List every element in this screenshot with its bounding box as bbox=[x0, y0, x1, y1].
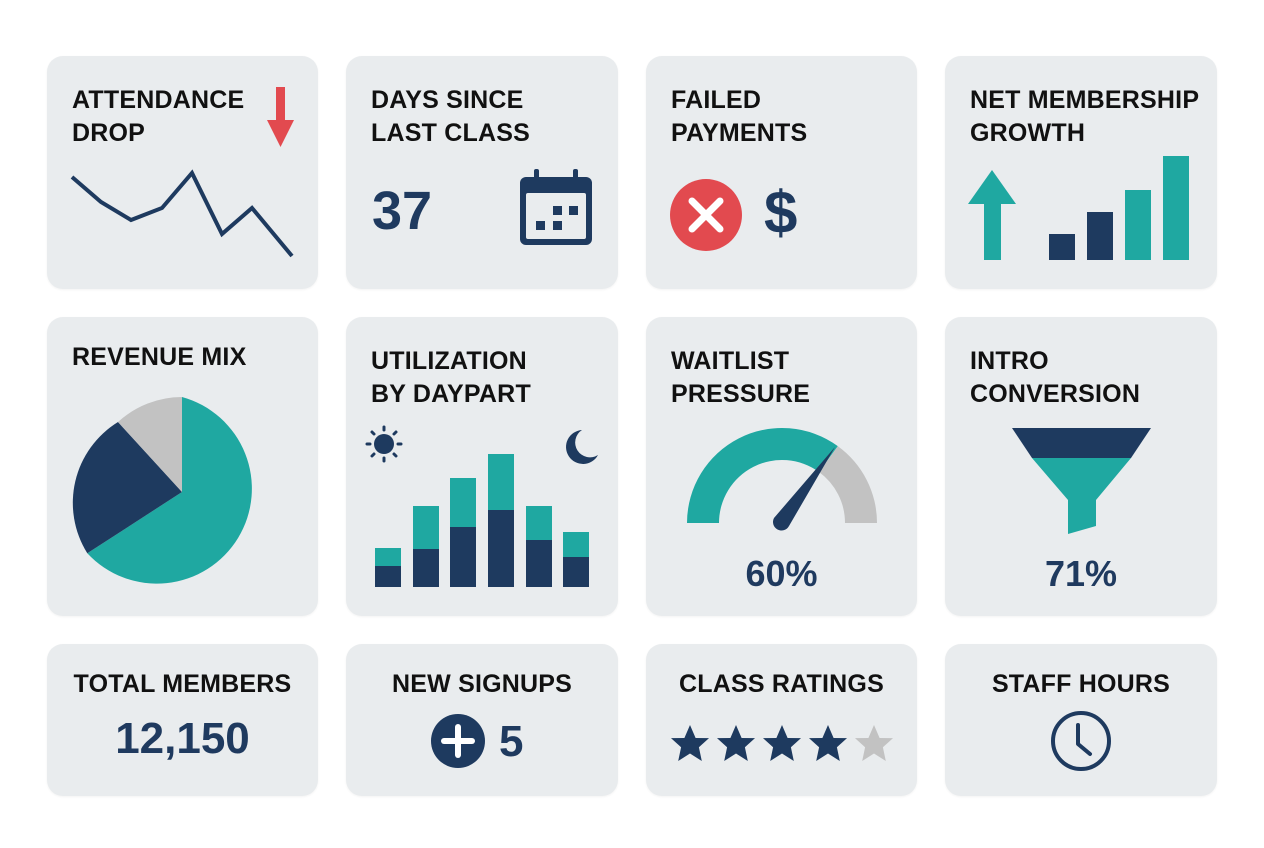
card-failed-payments: FAILED PAYMENTS $ bbox=[646, 56, 917, 289]
new-signups-value: 5 bbox=[499, 717, 524, 766]
card-title: NET MEMBERSHIP GROWTH bbox=[970, 86, 1200, 147]
dollar-icon: $ bbox=[764, 179, 798, 246]
card-class-ratings: CLASS RATINGS bbox=[646, 644, 917, 796]
plus-circle-icon bbox=[431, 714, 485, 768]
card-new-signups: NEW SIGNUPS 5 bbox=[346, 644, 618, 796]
sun-icon bbox=[365, 425, 403, 463]
card-revenue-mix: REVENUE MIX bbox=[47, 317, 318, 616]
revenue-pie-chart bbox=[72, 397, 252, 584]
card-title: REVENUE MIX bbox=[72, 343, 247, 371]
card-title: UTILIZATION BY DAYPART bbox=[371, 347, 531, 408]
card-title: INTRO CONVERSION bbox=[970, 347, 1141, 408]
clock-icon bbox=[1051, 711, 1111, 771]
moon-icon bbox=[566, 430, 598, 464]
growth-bar-chart bbox=[1049, 156, 1189, 260]
star-icon bbox=[809, 725, 847, 761]
utilization-stacked-bar-chart bbox=[375, 454, 589, 587]
x-circle-icon bbox=[670, 179, 742, 251]
card-title: STAFF HOURS bbox=[991, 670, 1171, 698]
card-title: CLASS RATINGS bbox=[679, 670, 884, 698]
star-icon bbox=[717, 725, 755, 761]
card-total-members: TOTAL MEMBERS 12,150 bbox=[47, 644, 318, 796]
attendance-line-chart bbox=[70, 169, 294, 258]
waitlist-value: 60% bbox=[745, 553, 818, 594]
days-value: 37 bbox=[372, 181, 433, 241]
card-net-membership-growth: NET MEMBERSHIP GROWTH bbox=[945, 56, 1217, 289]
card-utilization-by-daypart: UTILIZATION BY DAYPART bbox=[346, 317, 618, 616]
card-intro-conversion: INTRO CONVERSION 71% bbox=[945, 317, 1217, 616]
star-empty-icon bbox=[855, 725, 893, 761]
conversion-value: 71% bbox=[1044, 553, 1118, 594]
card-days-since-last-class: DAYS SINCE LAST CLASS 37 bbox=[346, 56, 618, 289]
card-waitlist-pressure: WAITLIST PRESSURE 60% bbox=[646, 317, 917, 616]
card-title: NEW SIGNUPS bbox=[392, 670, 572, 698]
card-staff-hours: STAFF HOURS bbox=[945, 644, 1217, 796]
waitlist-gauge bbox=[687, 427, 877, 531]
card-title: DAYS SINCE LAST CLASS bbox=[371, 86, 530, 147]
funnel-icon bbox=[1012, 428, 1151, 534]
total-members-value: 12,150 bbox=[115, 714, 250, 763]
star-rating bbox=[671, 725, 893, 761]
up-arrow-icon bbox=[968, 170, 1016, 260]
calendar-icon bbox=[520, 169, 592, 245]
card-title: ATTENDANCE DROP bbox=[72, 86, 245, 147]
star-icon bbox=[763, 725, 801, 761]
card-title: TOTAL MEMBERS bbox=[73, 670, 292, 698]
down-arrow-icon bbox=[267, 87, 294, 147]
star-icon bbox=[671, 725, 709, 761]
card-title: FAILED PAYMENTS bbox=[671, 86, 808, 147]
card-attendance-drop: ATTENDANCE DROP bbox=[47, 56, 318, 289]
card-title: WAITLIST PRESSURE bbox=[671, 347, 811, 408]
